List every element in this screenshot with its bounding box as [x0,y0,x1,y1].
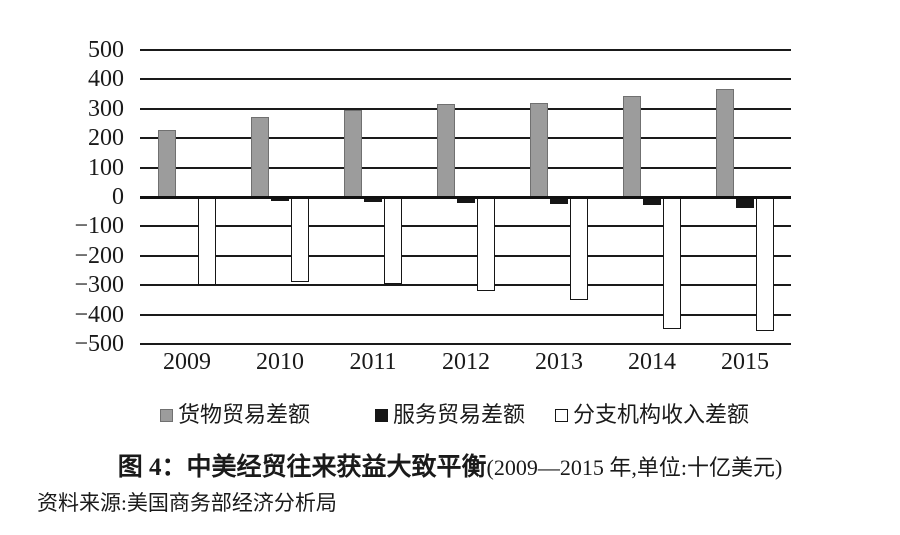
legend-swatch-goods-trade-balance [160,408,173,422]
bar-goods-trade-balance-2009 [158,130,176,197]
gridline-300 [140,107,791,110]
gridline-400 [140,78,791,81]
gridline-200 [140,137,791,140]
chart-legend: 货物贸易差额 服务贸易差额 分支机构收入差额 [160,401,860,429]
y-tick-label--400: −400 [74,301,124,328]
figure-caption-subtitle: (2009—2015 年,单位:十亿美元) [486,455,783,480]
plot-area [140,49,791,345]
x-tick-label-2011: 2011 [349,349,397,375]
y-tick-label--300: −300 [74,272,124,299]
y-tick-label-300: 300 [88,95,124,122]
bar-branch-income-balance-2011 [384,197,402,284]
bar-branch-income-balance-2013 [570,197,588,300]
gridline--500 [140,343,791,345]
bar-goods-trade-balance-2012 [437,104,455,197]
trade-balance-chart: 500 400 300 200 100 0 −100 −200 −300 −400 −500 200… [0,37,860,429]
gridline--200 [140,254,791,257]
x-tick-label-2015: 2015 [721,349,769,375]
gridline--300 [140,284,791,287]
bar-services-trade-balance-2015 [736,197,754,209]
legend-label-services-trade-balance: 服务贸易差额 [393,402,526,427]
gridline--100 [140,225,791,228]
bar-branch-income-balance-2012 [477,197,495,292]
bar-goods-trade-balance-2013 [530,102,548,197]
legend-swatch-services-trade-balance [375,408,388,422]
y-tick-label--200: −200 [74,242,124,269]
gridline-500 [140,49,791,51]
bar-branch-income-balance-2014 [663,197,681,330]
bar-branch-income-balance-2010 [291,197,309,283]
bar-goods-trade-balance-2010 [251,116,269,197]
y-tick-label-200: 200 [88,125,124,152]
y-axis-labels: 500 400 300 200 100 0 −100 −200 −300 −400 −500 [0,37,132,357]
figure-caption-title: 图 4：中美经贸往来获益大致平衡 [117,454,487,481]
x-axis-labels: 2009 2010 2011 2012 2013 2014 2015 [140,348,791,378]
figure-caption: 图 4：中美经贸往来获益大致平衡(2009—2015 年,单位:十亿美元) [0,452,900,486]
bar-branch-income-balance-2009 [198,197,216,286]
bar-goods-trade-balance-2014 [623,96,641,197]
y-tick-label--500: −500 [74,331,124,357]
source-note: 资料来源:美国商务部经济分析局 [37,491,337,515]
y-tick-label-100: 100 [88,154,124,181]
bar-goods-trade-balance-2011 [344,110,362,197]
y-tick-label-500: 500 [88,37,124,63]
x-tick-label-2013: 2013 [535,349,583,375]
y-tick-label--100: −100 [74,213,124,240]
legend-item-services-trade-balance: 服务贸易差额 [375,401,525,429]
x-tick-label-2010: 2010 [256,349,304,375]
legend-label-goods-trade-balance: 货物贸易差额 [178,402,311,427]
legend-swatch-branch-income-balance [555,408,568,422]
bar-goods-trade-balance-2015 [716,89,734,197]
y-tick-label-0: 0 [112,184,124,210]
x-tick-label-2014: 2014 [628,349,676,375]
gridline-100 [140,166,791,169]
x-tick-label-2009: 2009 [163,349,211,375]
legend-label-branch-income-balance: 分支机构收入差额 [573,402,750,427]
zero-axis-line [140,195,791,199]
legend-item-branch-income-balance: 分支机构收入差额 [555,401,749,429]
x-tick-label-2012: 2012 [442,349,490,375]
legend-item-goods-trade-balance: 货物贸易差额 [160,401,310,429]
gridline--400 [140,313,791,316]
bar-branch-income-balance-2015 [756,197,774,331]
y-tick-label-400: 400 [88,66,124,93]
